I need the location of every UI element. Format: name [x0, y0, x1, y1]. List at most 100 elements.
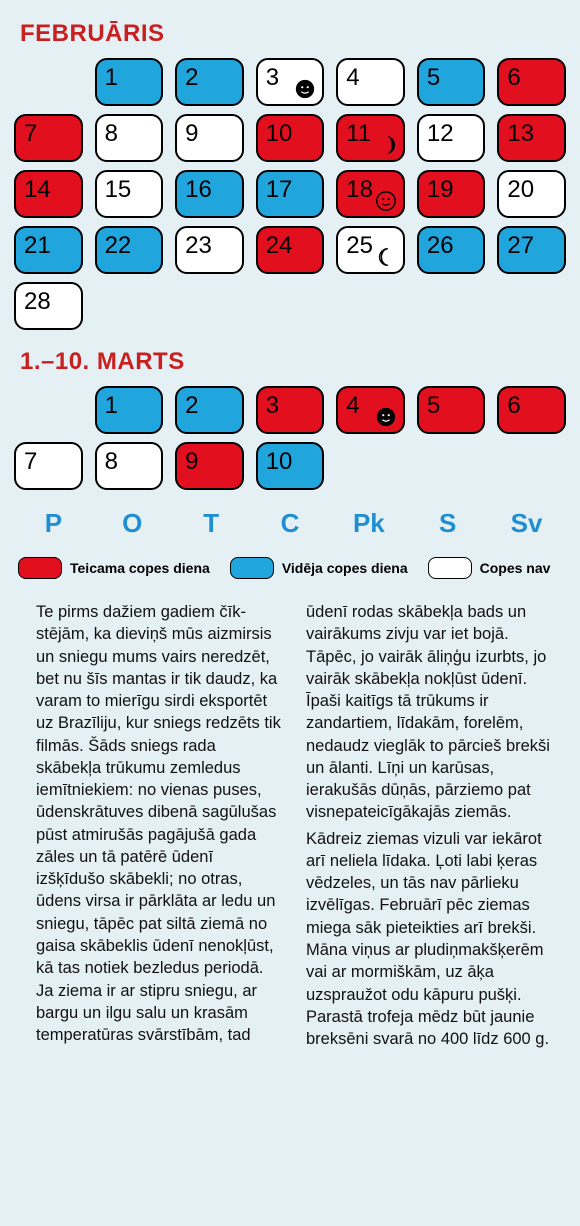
full-moon-icon: [375, 190, 397, 212]
day-number: 4: [346, 392, 359, 419]
day-cell-1: 1: [95, 386, 164, 434]
day-number: 7: [24, 120, 37, 147]
day-number: 12: [427, 120, 454, 147]
day-number: 5: [427, 64, 440, 91]
new-moon-icon: [375, 406, 397, 428]
day-cell-14: 14: [14, 170, 83, 218]
day-cell-24: 24: [256, 226, 325, 274]
day-number: 21: [24, 232, 51, 259]
day-cell-20: 20: [497, 170, 566, 218]
day-cell-16: 16: [175, 170, 244, 218]
day-cell-4: 4: [336, 386, 405, 434]
day-cell-1: 1: [95, 58, 164, 106]
day-number: 26: [427, 232, 454, 259]
day-cell-19: 19: [417, 170, 486, 218]
day-cell-13: 13: [497, 114, 566, 162]
day-cell-6: 6: [497, 386, 566, 434]
day-number: 1: [105, 392, 118, 419]
legend-swatch-white: [428, 557, 472, 579]
day-cell-4: 4: [336, 58, 405, 106]
day-number: 3: [266, 64, 279, 91]
day-number: 6: [507, 64, 520, 91]
day-cell-10: 10: [256, 114, 325, 162]
day-cell-2: 2: [175, 386, 244, 434]
day-cell-10: 10: [256, 442, 325, 490]
day-number: 4: [346, 64, 359, 91]
day-number: 8: [105, 448, 118, 475]
day-number: 20: [507, 176, 534, 203]
legend-label-red: Teicama copes diena: [70, 560, 210, 576]
day-number: 13: [507, 120, 534, 147]
day-cell-27: 27: [497, 226, 566, 274]
day-number: 14: [24, 176, 51, 203]
weekday-C: C: [251, 508, 330, 539]
weekday-Sv: Sv: [487, 508, 566, 539]
day-number: 5: [427, 392, 440, 419]
day-number: 27: [507, 232, 534, 259]
month-title-1: 1.–10. MARTS: [20, 348, 566, 376]
day-number: 22: [105, 232, 132, 259]
day-number: 8: [105, 120, 118, 147]
weekday-O: O: [93, 508, 172, 539]
day-number: 18: [346, 176, 373, 203]
day-number: 15: [105, 176, 132, 203]
day-number: 11: [346, 120, 371, 147]
new-moon-icon: [294, 78, 316, 100]
day-number: 6: [507, 392, 520, 419]
month-title-0: FEBRUĀRIS: [20, 20, 566, 48]
legend-label-white: Copes nav: [480, 560, 551, 576]
calendar-grid-1: 1 2 3 4 5 6 7 8 9 10: [14, 386, 566, 490]
day-cell-7: 7: [14, 442, 83, 490]
day-number: 19: [427, 176, 454, 203]
day-cell-5: 5: [417, 58, 486, 106]
legend-swatch-blue: [230, 557, 274, 579]
day-number: 7: [24, 448, 37, 475]
day-cell-22: 22: [95, 226, 164, 274]
day-cell-28: 28: [14, 282, 83, 330]
calendar-grid-0: 1234567891011121314151617181920212223242…: [14, 58, 566, 330]
day-cell-7: 7: [14, 114, 83, 162]
lastq-moon-icon: [375, 246, 397, 268]
firstq-moon-icon: [375, 134, 397, 156]
weekday-P: P: [14, 508, 93, 539]
article-body: Te pirms dažiem gadiem čīk­stējām, ka di…: [14, 601, 566, 1050]
day-number: 3: [266, 392, 279, 419]
legend-swatch-red: [18, 557, 62, 579]
article-paragraph-1: Kādreiz ziemas vizuli var iekārot arī ne…: [306, 828, 554, 1051]
day-cell-8: 8: [95, 442, 164, 490]
day-cell-21: 21: [14, 226, 83, 274]
day-cell-11: 11: [336, 114, 405, 162]
weekday-row: POTCPkSSv: [14, 508, 566, 539]
day-cell-25: 25: [336, 226, 405, 274]
day-number: 9: [185, 120, 198, 147]
day-number: 28: [24, 288, 51, 315]
day-number: 1: [105, 64, 118, 91]
day-cell-3: 3: [256, 58, 325, 106]
day-cell-5: 5: [417, 386, 486, 434]
day-cell-26: 26: [417, 226, 486, 274]
day-number: 23: [185, 232, 212, 259]
day-number: 16: [185, 176, 212, 203]
day-cell-15: 15: [95, 170, 164, 218]
day-cell-8: 8: [95, 114, 164, 162]
day-cell-2: 2: [175, 58, 244, 106]
day-number: 10: [266, 448, 293, 475]
day-number: 2: [185, 392, 198, 419]
legend-label-blue: Vidēja copes diena: [282, 560, 408, 576]
day-number: 25: [346, 232, 373, 259]
day-number: 9: [185, 448, 198, 475]
day-number: 2: [185, 64, 198, 91]
weekday-S: S: [408, 508, 487, 539]
day-cell-18: 18: [336, 170, 405, 218]
day-cell-17: 17: [256, 170, 325, 218]
day-cell-12: 12: [417, 114, 486, 162]
weekday-Pk: Pk: [329, 508, 408, 539]
day-cell-6: 6: [497, 58, 566, 106]
day-number: 17: [266, 176, 293, 203]
day-number: 24: [266, 232, 293, 259]
legend: Teicama copes diena Vidēja copes diena Cop…: [18, 557, 566, 579]
day-cell-3: 3: [256, 386, 325, 434]
day-cell-9: 9: [175, 114, 244, 162]
day-cell-9: 9: [175, 442, 244, 490]
day-number: 10: [266, 120, 293, 147]
